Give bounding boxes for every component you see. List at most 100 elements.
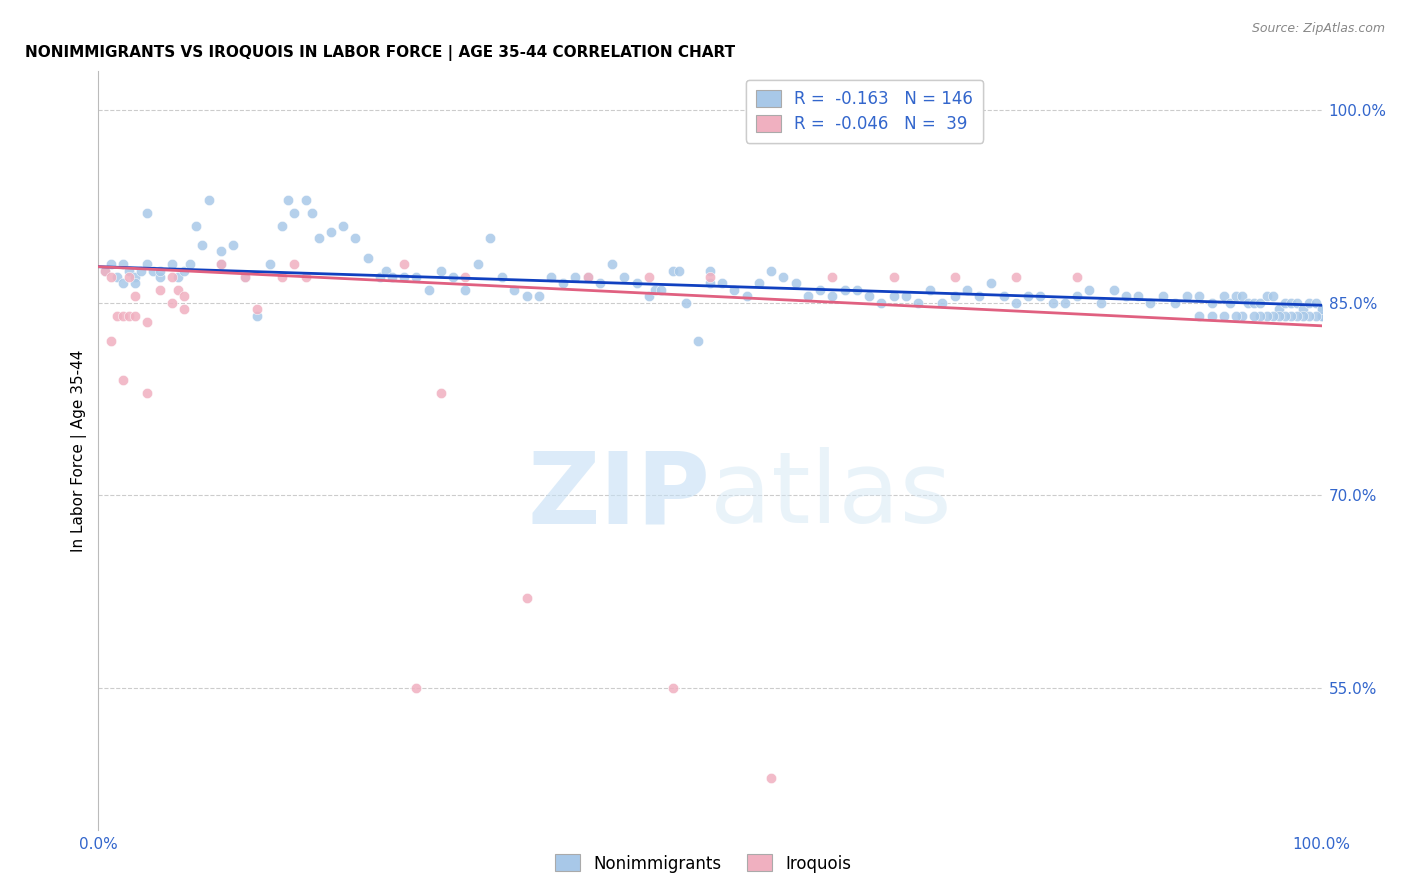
Point: [295, 193, 318, 207]
Point: [259, 257, 281, 271]
Point: [638, 270, 661, 285]
Point: [430, 263, 453, 277]
Point: [931, 295, 953, 310]
Point: [1188, 309, 1211, 323]
Point: [124, 277, 146, 291]
Point: [344, 231, 367, 245]
Point: [1237, 295, 1260, 310]
Point: [149, 263, 172, 277]
Point: [1090, 295, 1112, 310]
Point: [197, 193, 219, 207]
Point: [699, 277, 721, 291]
Point: [1274, 295, 1296, 310]
Point: [100, 257, 122, 271]
Point: [136, 205, 159, 219]
Point: [1139, 295, 1161, 310]
Point: [943, 270, 966, 285]
Point: [600, 257, 623, 271]
Point: [100, 334, 122, 349]
Point: [283, 205, 305, 219]
Point: [1188, 289, 1211, 303]
Point: [980, 277, 1002, 291]
Point: [668, 263, 690, 277]
Point: [576, 270, 599, 285]
Point: [142, 263, 165, 277]
Point: [191, 237, 214, 252]
Legend: Nonimmigrants, Iroquois: Nonimmigrants, Iroquois: [548, 847, 858, 880]
Point: [808, 283, 831, 297]
Point: [1310, 309, 1333, 323]
Point: [319, 225, 342, 239]
Point: [761, 263, 783, 277]
Point: [118, 270, 141, 285]
Point: [186, 219, 208, 233]
Point: [907, 295, 929, 310]
Legend: R =  -0.163   N = 146, R =  -0.046   N =  39: R = -0.163 N = 146, R = -0.046 N = 39: [745, 79, 983, 143]
Point: [1152, 289, 1174, 303]
Point: [1230, 309, 1253, 323]
Point: [111, 257, 134, 271]
Point: [1029, 289, 1052, 303]
Point: [785, 277, 807, 291]
Point: [1175, 289, 1198, 303]
Point: [1279, 295, 1302, 310]
Y-axis label: In Labor Force | Age 35-44: In Labor Force | Age 35-44: [72, 350, 87, 551]
Point: [233, 270, 256, 285]
Point: [1053, 295, 1076, 310]
Point: [675, 295, 697, 310]
Point: [1078, 283, 1101, 297]
Point: [748, 277, 770, 291]
Point: [772, 270, 794, 285]
Point: [1128, 289, 1150, 303]
Point: [105, 270, 128, 285]
Text: NONIMMIGRANTS VS IROQUOIS IN LABOR FORCE | AGE 35-44 CORRELATION CHART: NONIMMIGRANTS VS IROQUOIS IN LABOR FORCE…: [25, 45, 735, 62]
Point: [797, 289, 820, 303]
Point: [454, 270, 477, 285]
Point: [100, 270, 122, 285]
Point: [233, 270, 256, 285]
Point: [1115, 289, 1137, 303]
Point: [540, 270, 562, 285]
Point: [650, 283, 672, 297]
Point: [374, 263, 396, 277]
Point: [993, 289, 1015, 303]
Point: [173, 302, 195, 317]
Point: [662, 681, 685, 696]
Point: [167, 283, 190, 297]
Point: [392, 270, 416, 285]
Point: [491, 270, 513, 285]
Point: [894, 289, 917, 303]
Point: [1310, 302, 1333, 317]
Point: [576, 270, 599, 285]
Point: [883, 289, 905, 303]
Point: [1256, 289, 1278, 303]
Point: [1201, 309, 1223, 323]
Point: [626, 277, 648, 291]
Point: [1017, 289, 1039, 303]
Point: [1066, 289, 1088, 303]
Point: [956, 283, 979, 297]
Point: [1201, 295, 1223, 310]
Point: [1256, 309, 1278, 323]
Point: [418, 283, 440, 297]
Point: [454, 283, 477, 297]
Point: [1274, 309, 1296, 323]
Point: [1310, 309, 1333, 323]
Point: [173, 289, 195, 303]
Point: [1212, 289, 1234, 303]
Point: [1243, 295, 1265, 310]
Point: [515, 591, 537, 606]
Point: [564, 270, 586, 285]
Point: [105, 309, 128, 323]
Point: [381, 270, 404, 285]
Point: [943, 289, 966, 303]
Point: [478, 231, 501, 245]
Point: [503, 283, 526, 297]
Point: [1286, 309, 1309, 323]
Point: [270, 270, 294, 285]
Point: [356, 251, 378, 265]
Point: [1286, 295, 1309, 310]
Point: [1310, 302, 1333, 317]
Point: [301, 205, 323, 219]
Point: [858, 289, 880, 303]
